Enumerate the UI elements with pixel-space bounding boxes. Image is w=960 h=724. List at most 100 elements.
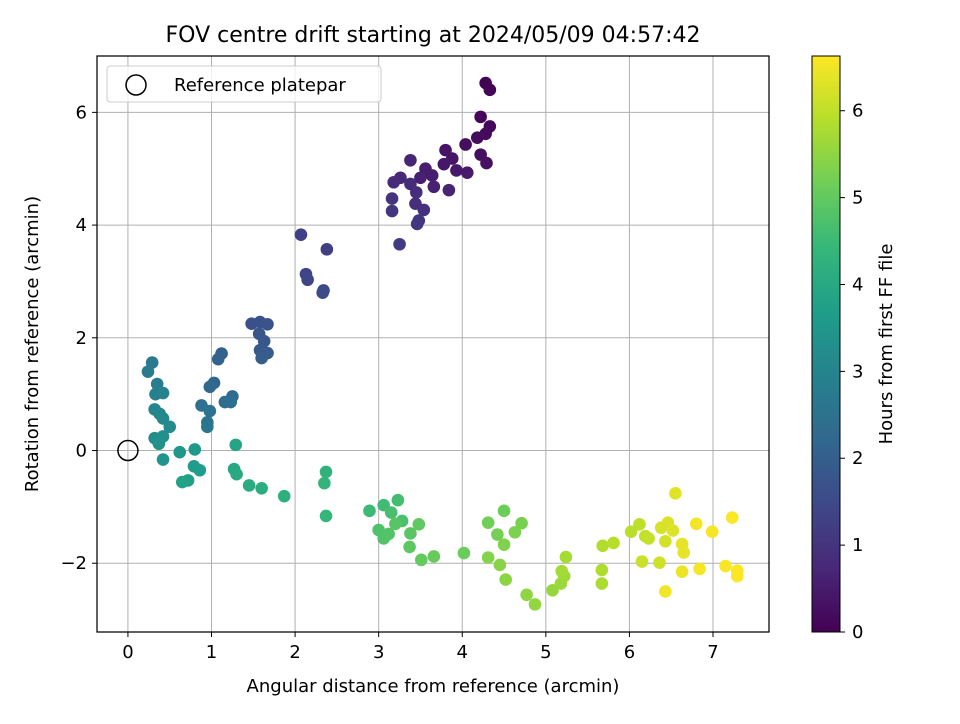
data-point [173,445,187,459]
data-point [404,153,417,167]
data-point [705,525,719,538]
data-point [689,517,703,531]
data-point [483,83,497,97]
legend-box [106,65,382,103]
data-point [520,588,533,602]
data-point [203,404,217,418]
data-point [403,540,416,554]
data-point [150,377,164,391]
data-point [384,506,398,519]
data-point [277,489,291,503]
data-point [653,556,666,569]
data-point [659,534,672,548]
data-point [555,564,569,578]
data-point [387,175,401,189]
x-axis-ticks: 0 1 2 3 4 5 6 7 [122,632,719,663]
data-point [382,527,396,541]
colorbar-tick-label: 1 [852,535,863,556]
colorbar-tick-label: 0 [852,622,863,643]
data-point [230,467,243,481]
data-point [242,479,256,492]
data-point [607,536,620,550]
data-point [457,546,471,560]
data-point [163,420,177,434]
x-tick-label: 1 [206,642,217,663]
grid [97,56,769,632]
data-point [255,351,268,365]
data-point [391,493,405,507]
x-tick-label: 0 [122,642,133,663]
data-point [211,352,225,366]
data-point [595,563,609,577]
data-point [497,538,511,551]
data-point [294,228,308,241]
data-point [261,317,274,331]
colorbar-label: Hours from first FF file [876,244,897,445]
data-point [595,577,609,590]
data-point [316,286,329,300]
colorbar-tick-label: 6 [852,101,863,122]
data-point [417,203,431,217]
data-point [669,487,682,500]
data-point [425,169,439,182]
y-axis-label: Rotation from reference (arcmin) [22,196,43,492]
data-point [255,481,268,495]
data-point [409,186,423,199]
data-point [642,532,655,545]
data-point [389,517,402,531]
colorbar-tick-label: 4 [852,274,863,295]
data-point [693,562,706,576]
data-point [481,551,495,564]
data-point [193,463,207,477]
data-point [156,453,170,466]
data-point [459,138,472,151]
data-point [363,504,376,518]
data-point [730,569,744,583]
data-point [427,550,441,563]
data-point [725,511,739,524]
data-point [596,539,609,553]
data-point [666,524,680,537]
legend-entry-label: Reference platepar [174,75,346,96]
data-point [474,110,487,124]
data-point [152,437,166,451]
data-point [319,509,333,523]
data-point [450,164,463,177]
y-tick-label: −2 [60,553,87,574]
data-point [427,180,441,194]
data-point [528,598,542,611]
x-tick-label: 6 [624,642,635,663]
y-tick-label: 2 [76,328,87,349]
data-point [201,420,214,434]
legend-marker-icon [125,74,147,96]
x-tick-label: 5 [540,642,551,663]
data-point [499,573,513,586]
data-point [719,559,732,573]
colorbar-ticks: 0 1 2 3 4 5 6 [840,101,863,643]
colorbar [811,55,841,633]
y-axis-ticks: −2 0 2 4 6 [60,102,97,574]
data-point [175,475,189,489]
data-point [404,527,417,540]
data-point [188,443,202,456]
data-point [414,171,427,185]
data-point [385,192,399,205]
data-point [493,558,507,572]
reference-point [117,439,139,462]
data-point [470,131,484,145]
y-tick-label: 4 [76,215,87,236]
data-point [141,365,155,378]
data-point [439,143,452,157]
data-point [677,546,691,559]
data-point [480,156,493,170]
data-point [624,525,638,538]
data-point [301,273,314,287]
data-point [412,518,426,531]
data-point [229,438,243,452]
reference-marker [117,439,139,462]
data-point [546,583,559,597]
data-point [318,476,331,490]
data-point [559,550,573,564]
colorbar-tick-label: 5 [852,188,863,209]
